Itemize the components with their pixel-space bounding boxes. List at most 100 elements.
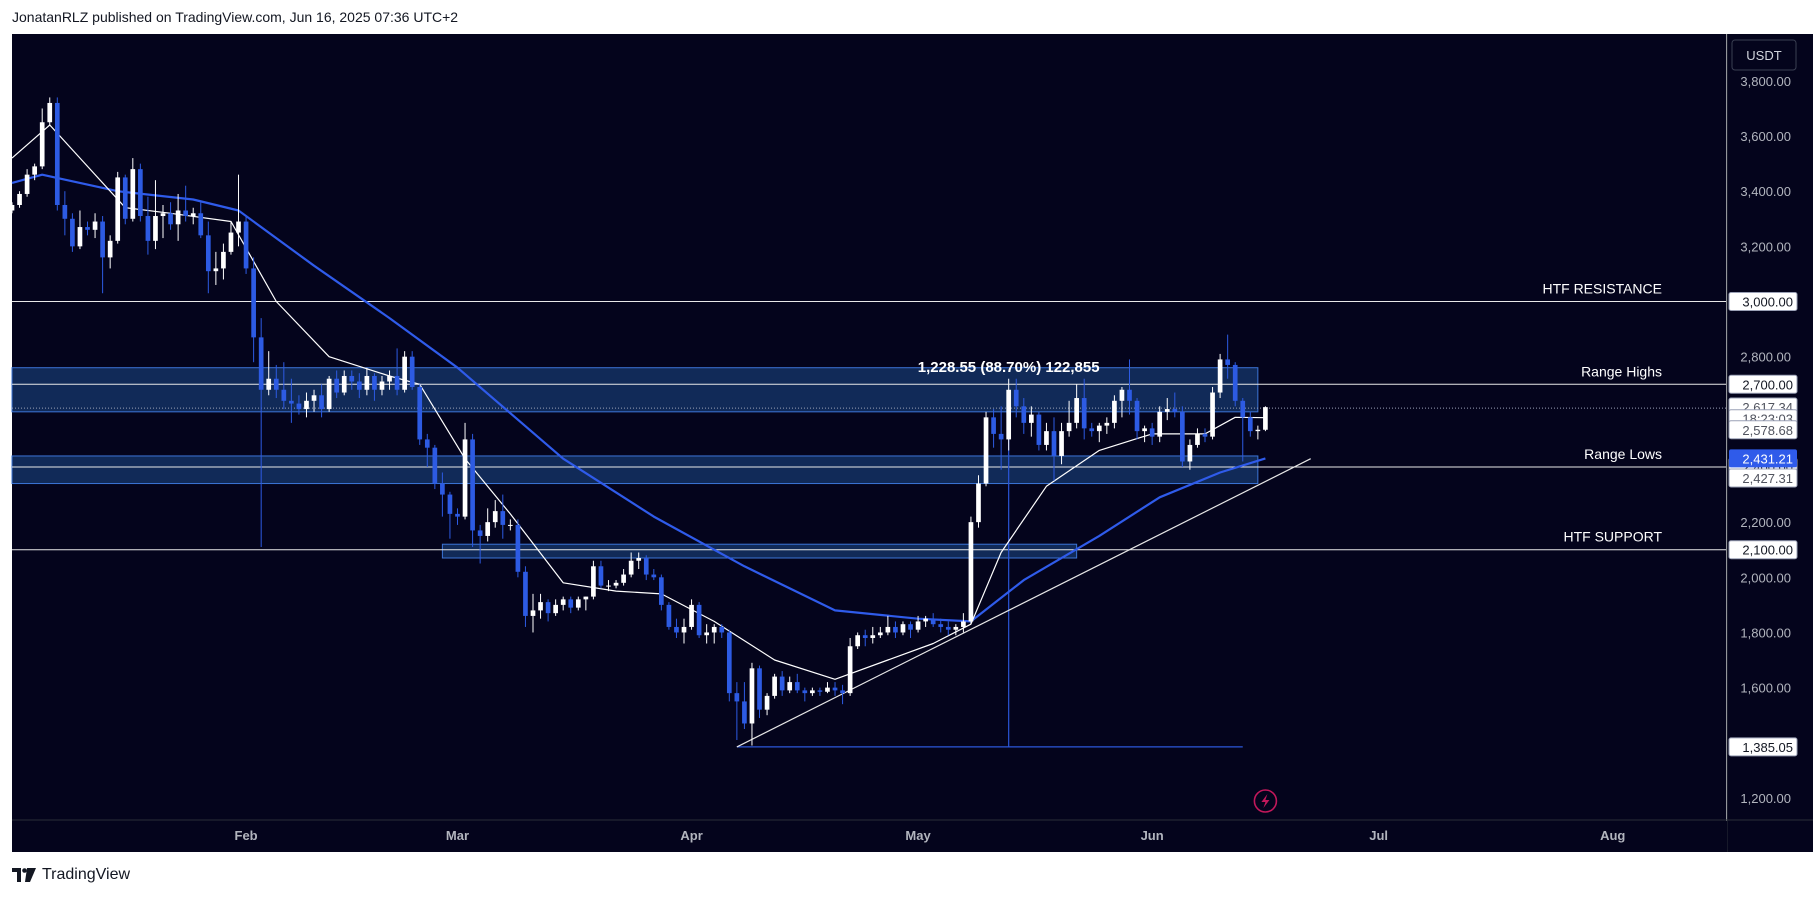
candle-body [764, 695, 770, 710]
level-price-tag-bg [1728, 292, 1798, 312]
candle-body [205, 235, 211, 272]
candle-body [1036, 414, 1042, 445]
candle-body [681, 626, 687, 633]
candle-body [1210, 392, 1215, 437]
candle-body [991, 417, 996, 434]
level-price-tag: 2,100.00 [1742, 543, 1793, 558]
candle-body [85, 227, 90, 230]
candle-body [62, 204, 68, 219]
level-label: Range Lows [1584, 446, 1662, 462]
currency-badge[interactable] [1731, 39, 1797, 71]
lightning-icon [1261, 794, 1270, 808]
footer: TradingView [12, 866, 130, 884]
candle-body [1187, 444, 1193, 462]
candle-body [334, 378, 340, 393]
y-tick-label: 3,600.00 [1740, 129, 1791, 144]
currency-label: USDT [1746, 48, 1781, 63]
candle-body [976, 483, 981, 523]
candle-body [160, 213, 166, 217]
candle-body [319, 395, 324, 410]
y-tick-label: 2,200.00 [1740, 515, 1791, 530]
candle-body [893, 626, 898, 633]
candle-body [810, 690, 815, 694]
candle-body [719, 626, 725, 633]
level-price-tag: 2,700.00 [1742, 377, 1793, 392]
y-tick-label: 2,800.00 [1740, 350, 1791, 365]
candle-body [961, 621, 966, 627]
candle-body [153, 216, 158, 241]
candle-body [772, 676, 777, 696]
level-price-tag-bg [1728, 540, 1798, 560]
candle-body [1142, 428, 1147, 432]
price-axis-bg [1727, 34, 1813, 852]
candle-body [998, 433, 1004, 440]
candle-body [530, 610, 536, 616]
levels: HTF RESISTANCE Range Highs Range Lows HTF S… [12, 281, 1726, 551]
candle-body [175, 210, 181, 225]
x-tick-label: Jun [1141, 828, 1164, 843]
candle-body [742, 701, 747, 724]
candle-body [575, 599, 581, 608]
y-tick-label: 1,200.00 [1740, 791, 1791, 806]
candle-body [659, 577, 664, 605]
x-tick-label: Apr [680, 828, 702, 843]
measure-label: 1,228.55 (88.70%) 122,855 [918, 359, 1100, 376]
ema-slow-price-tag-bg [1729, 449, 1797, 468]
x-tick-label: May [905, 828, 931, 843]
price-zone[interactable] [11, 367, 1259, 413]
candle-body [190, 213, 196, 217]
candle-body [130, 169, 136, 219]
candle-body [704, 632, 710, 636]
x-tick-label: Jul [1369, 828, 1388, 843]
candle-body [1013, 389, 1019, 407]
candle-body [409, 356, 415, 388]
candle-body [945, 626, 951, 630]
trend-line[interactable] [736, 458, 1311, 748]
candle-body [855, 635, 861, 647]
candle-body [923, 618, 928, 622]
candle-body [606, 585, 611, 587]
candle-body [39, 122, 45, 167]
y-tick-label: 2,000.00 [1740, 570, 1791, 585]
footer-brand: TradingView [42, 866, 131, 883]
time-axis: Feb Mar Apr May Jun Jul Aug [12, 819, 1813, 852]
candle-body [387, 375, 392, 382]
price-zone[interactable] [441, 543, 1078, 559]
y-tick-label: 1,800.00 [1740, 625, 1791, 640]
candle-body [455, 513, 460, 517]
candle-body [553, 604, 558, 614]
alert-icon[interactable] [1253, 789, 1278, 813]
candle-body [568, 599, 574, 608]
candle-body [523, 571, 528, 616]
candle-body [583, 596, 589, 600]
ema-slow-line [11, 173, 1266, 623]
candle-body [168, 213, 173, 225]
candle-body [711, 626, 717, 633]
candle-body [1089, 428, 1095, 432]
measure-low-price-tag-bg [1728, 737, 1798, 757]
candle-body [326, 378, 332, 410]
candle-body [289, 400, 294, 404]
time-axis-bg [12, 821, 1727, 852]
candle-body [930, 618, 936, 625]
y-tick-label: 3,400.00 [1740, 184, 1791, 199]
candle-body [666, 604, 672, 627]
candle-body [643, 558, 649, 575]
candle-body [515, 524, 521, 572]
candle-body [198, 213, 204, 236]
candle-body [802, 690, 808, 694]
candle-body [122, 177, 128, 219]
candle-body [1006, 389, 1012, 440]
candle-body [613, 582, 619, 586]
price-zone[interactable] [11, 455, 1259, 485]
candle-body [273, 378, 279, 390]
tradingview-logo-icon [12, 868, 36, 882]
candle-body [1119, 389, 1125, 401]
candle-body [492, 511, 498, 523]
candle-body [1232, 364, 1238, 401]
candle-body [1044, 431, 1049, 445]
candle-body [1247, 417, 1253, 432]
zones [11, 367, 1259, 559]
candle-body [877, 632, 883, 636]
